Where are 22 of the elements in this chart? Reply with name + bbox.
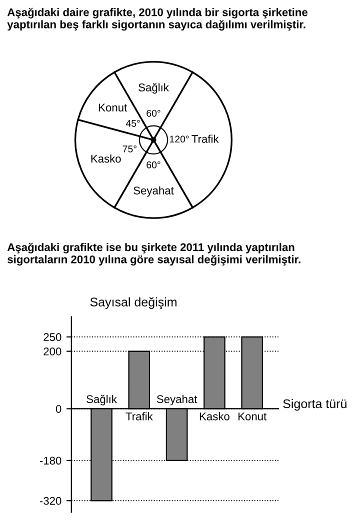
y-tick-label: 0 <box>56 405 62 413</box>
y-tick-label: -320 <box>40 496 62 505</box>
x-tick-label: Kasko <box>200 412 230 420</box>
slice-label: Trafik <box>192 134 219 143</box>
slice-label: Seyahat <box>134 186 174 197</box>
slice-label: Konut <box>98 104 128 112</box>
y-tick-label: 200 <box>44 348 62 356</box>
data-label: 60° <box>146 161 160 168</box>
y-tick-label: 250 <box>44 333 62 342</box>
data-label: 45° <box>126 120 140 127</box>
data-label: 60° <box>146 110 160 117</box>
x-tick-label: Trafik <box>126 412 153 420</box>
y-tick-label: -180 <box>40 456 62 465</box>
data-label: 75° <box>122 146 136 152</box>
slice-label: Sağlık <box>138 83 169 94</box>
x-axis-title: Sigorta türü <box>283 399 346 411</box>
y-axis-title: Sayısal değişim <box>90 297 176 309</box>
chart-title: Aşağıdaki grafikte ise bu şirkete 2011 yılında yaptırılan sigortaların 2010 yılına göre sayısal değişimi verilmiştir. <box>7 242 300 266</box>
slice-label: Kasko <box>91 154 121 163</box>
data-label: 120° <box>170 136 189 143</box>
x-tick-label: Konut <box>238 412 267 420</box>
chart-title: Aşağıdaki daire grafikte, 2010 yılında bir sigorta şirketine yaptırılan beş farklı sigortanın sayıca dağılımı verilmiştir. <box>7 8 308 31</box>
